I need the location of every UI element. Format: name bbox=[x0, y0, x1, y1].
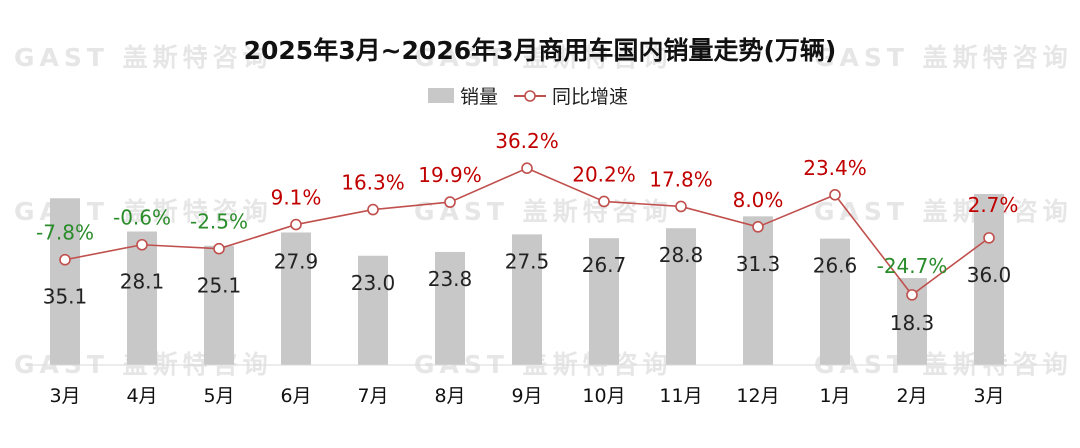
bar-4 bbox=[358, 255, 388, 365]
x-tick-8: 11月 bbox=[659, 385, 702, 407]
bar-value-labels: 35.1 28.1 25.1 27.9 23.0 23.8 27.5 26.7 28.8 31.3… bbox=[43, 243, 1012, 335]
growth-rate-label-6: 36.2% bbox=[495, 129, 559, 153]
legend-bar-label: 销量 bbox=[460, 86, 498, 108]
legend: 销量 同比增速 bbox=[428, 86, 628, 108]
growth-point-10 bbox=[829, 189, 841, 201]
bar-value-label-11: 18.3 bbox=[890, 311, 935, 335]
bar-value-label-6: 27.5 bbox=[505, 249, 550, 273]
x-tick-4: 7月 bbox=[357, 385, 388, 407]
bar-6 bbox=[512, 234, 542, 365]
growth-rate-labels: -7.8% -0.6% -2.5% 9.1% 16.3% 19.9% 36.2% 20.2% 1… bbox=[36, 129, 1018, 278]
growth-rate-label-12: 2.7% bbox=[968, 193, 1019, 217]
growth-point-6 bbox=[521, 162, 533, 175]
x-tick-11: 2月 bbox=[896, 385, 927, 407]
chart-title: 2025年3月~2026年3月商用车国内销量走势(万辆) bbox=[244, 36, 837, 65]
growth-point-12 bbox=[983, 232, 995, 244]
bar-3 bbox=[281, 232, 311, 365]
bar-value-label-12: 36.0 bbox=[967, 263, 1012, 287]
growth-rate-label-0: -7.8% bbox=[36, 221, 94, 245]
growth-rate-label-11: -24.7% bbox=[877, 254, 948, 278]
watermark-4: GAST 盖斯特咨询 bbox=[414, 197, 673, 226]
bar-value-label-2: 25.1 bbox=[197, 274, 242, 298]
growth-rate-label-4: 16.3% bbox=[341, 171, 405, 195]
legend-line-label: 同比增速 bbox=[552, 86, 628, 108]
bar-value-label-10: 26.6 bbox=[813, 254, 858, 278]
bar-series bbox=[50, 194, 1004, 365]
x-tick-6: 9月 bbox=[511, 385, 542, 407]
growth-point-3 bbox=[290, 218, 302, 231]
bar-value-label-0: 35.1 bbox=[43, 285, 88, 309]
bar-9 bbox=[743, 216, 773, 365]
bar-value-label-8: 28.8 bbox=[659, 243, 704, 267]
growth-rate-label-7: 20.2% bbox=[572, 162, 636, 186]
growth-point-1 bbox=[136, 238, 148, 251]
x-tick-1: 4月 bbox=[126, 385, 157, 407]
legend-bar-swatch bbox=[428, 88, 454, 103]
x-tick-9: 12月 bbox=[736, 385, 779, 407]
growth-point-4 bbox=[367, 203, 379, 216]
bar-value-label-3: 27.9 bbox=[274, 250, 319, 274]
growth-rate-label-2: -2.5% bbox=[190, 210, 248, 234]
legend-line-marker bbox=[524, 90, 536, 102]
bar-0 bbox=[50, 198, 80, 365]
bar-value-label-1: 28.1 bbox=[120, 270, 165, 294]
growth-rate-label-9: 8.0% bbox=[733, 188, 784, 212]
watermark-1: GAST 盖斯特咨询 bbox=[414, 43, 673, 72]
x-axis-ticks: 3月 4月 5月 6月 7月 8月 9月 10月 11月 12月 1月 2月 3月 bbox=[49, 385, 1004, 407]
growth-point-9 bbox=[752, 221, 764, 233]
growth-point-8 bbox=[675, 200, 687, 213]
x-tick-3: 6月 bbox=[280, 385, 311, 407]
watermark-5: GAST 盖斯特咨询 bbox=[814, 197, 1073, 226]
bar-value-label-4: 23.0 bbox=[351, 271, 396, 295]
bar-8 bbox=[666, 228, 696, 365]
x-tick-7: 10月 bbox=[582, 385, 625, 407]
growth-rate-label-10: 23.4% bbox=[803, 156, 867, 180]
growth-rate-label-1: -0.6% bbox=[113, 206, 171, 230]
x-tick-5: 8月 bbox=[434, 385, 465, 407]
bar-value-label-5: 23.8 bbox=[428, 267, 473, 291]
x-tick-12: 3月 bbox=[973, 385, 1004, 407]
bar-1 bbox=[127, 231, 157, 365]
bar-10 bbox=[820, 238, 850, 365]
growth-point-2 bbox=[213, 242, 225, 255]
bar-5 bbox=[435, 251, 465, 365]
growth-line-series bbox=[59, 162, 995, 301]
growth-point-0 bbox=[59, 253, 71, 266]
watermark-0: GAST 盖斯特咨询 bbox=[14, 43, 273, 72]
growth-rate-label-3: 9.1% bbox=[271, 186, 322, 210]
watermark-2: GAST 盖斯特咨询 bbox=[814, 43, 1073, 72]
bar-value-label-7: 26.7 bbox=[582, 253, 627, 277]
growth-point-7 bbox=[598, 195, 610, 208]
bar-7 bbox=[589, 238, 619, 365]
x-tick-2: 5月 bbox=[203, 385, 234, 407]
bar-12 bbox=[974, 194, 1004, 365]
x-tick-0: 3月 bbox=[49, 385, 80, 407]
bar-2 bbox=[204, 245, 234, 365]
bar-value-label-9: 31.3 bbox=[736, 252, 781, 276]
growth-point-5 bbox=[444, 196, 456, 208]
growth-rate-label-5: 19.9% bbox=[418, 163, 482, 187]
growth-point-11 bbox=[906, 289, 918, 301]
x-tick-10: 1月 bbox=[819, 385, 850, 407]
growth-rate-label-8: 17.8% bbox=[649, 167, 713, 191]
